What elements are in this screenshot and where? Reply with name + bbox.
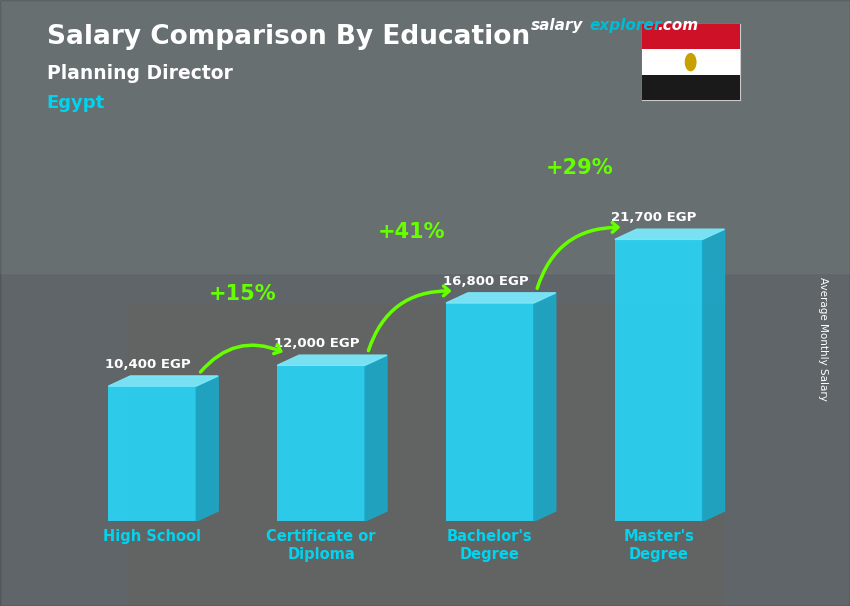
Text: Salary Comparison By Education: Salary Comparison By Education [47,24,530,50]
Text: .com: .com [657,18,698,33]
Polygon shape [196,376,218,521]
Bar [109,386,196,521]
Text: +41%: +41% [377,222,445,242]
Text: explorer: explorer [589,18,661,33]
Text: Egypt: Egypt [47,94,105,112]
Text: +15%: +15% [208,284,276,304]
Bar [446,303,534,521]
Polygon shape [109,376,218,386]
Polygon shape [703,229,724,521]
Text: +29%: +29% [546,158,614,178]
Bar [615,239,703,521]
Text: 21,700 EGP: 21,700 EGP [611,211,697,224]
Ellipse shape [685,53,696,71]
Polygon shape [615,229,724,239]
Text: Average Monthly Salary: Average Monthly Salary [818,278,828,401]
Polygon shape [277,355,387,365]
Bar [642,50,740,75]
Polygon shape [534,293,556,521]
Polygon shape [446,293,556,303]
Bar [642,24,740,50]
Bar [128,303,722,606]
Bar [0,0,850,273]
Text: 16,800 EGP: 16,800 EGP [443,275,529,288]
Text: salary: salary [531,18,584,33]
Polygon shape [365,355,387,521]
Text: 12,000 EGP: 12,000 EGP [274,338,360,350]
Text: 10,400 EGP: 10,400 EGP [105,358,190,371]
Bar [642,75,740,100]
Text: Planning Director: Planning Director [47,64,233,82]
Bar [277,365,365,521]
